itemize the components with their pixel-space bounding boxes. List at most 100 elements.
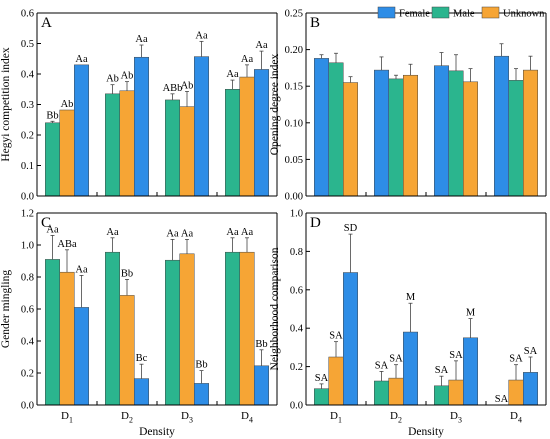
bar-male-d3 (165, 99, 180, 197)
significance-label: Ab (121, 71, 134, 82)
bar-unknown-d3 (179, 253, 195, 406)
x-tick-label: D2 (390, 410, 402, 424)
legend-swatch-male (431, 6, 450, 19)
bar-unknown-d4 (239, 251, 255, 406)
significance-label: Ab (106, 74, 119, 85)
bar-male-d2 (388, 78, 404, 197)
significance-label: Aa (241, 227, 254, 238)
bar-unknown-d2 (388, 377, 404, 406)
significance-label: SA (329, 331, 343, 342)
bar-female-d4 (523, 372, 538, 406)
bar-male-d1 (314, 388, 329, 406)
significance-label: Aa (106, 227, 119, 238)
significance-label: SA (389, 354, 403, 365)
y-tick-label: 0.5 (21, 39, 34, 50)
significance-label: SA (449, 350, 463, 361)
bar-male-d4 (508, 80, 524, 197)
legend: Female Male Unknown (377, 6, 545, 20)
y-tick-label: 1.0 (21, 241, 34, 252)
bar-female-d2 (403, 331, 418, 406)
bar-female-d4 (494, 55, 509, 197)
y-tick-label: 0.8 (21, 273, 34, 284)
x-tick-label: D3 (181, 410, 193, 424)
x-tick-label: D1 (61, 410, 73, 424)
bar-male-d1 (328, 62, 344, 197)
bar-female-d4 (254, 365, 269, 406)
panel-b: 0.00 0.05 0.10 0.15 0.20 0.25 Opening degree i… (269, 9, 547, 203)
panel-letter: D (310, 215, 321, 231)
significance-label: Aa (46, 224, 59, 235)
bar-male-d4 (225, 89, 240, 197)
bar-unknown-d4 (239, 76, 255, 197)
bar-female-d2 (134, 56, 149, 197)
y-axis-title: Hegyi competition index (0, 47, 12, 162)
bar-unknown-d1 (59, 271, 75, 406)
y-tick-label: 1.2 (21, 209, 34, 220)
y-tick-label: 0.0 (290, 401, 303, 412)
legend-label-male: Male (453, 9, 475, 20)
bar-male-d3 (434, 385, 449, 406)
y-axis-title: Gender mingling (0, 270, 12, 348)
bar-unknown-d2 (119, 90, 135, 197)
bar-unknown-d3 (179, 106, 195, 197)
significance-label: Bb (46, 110, 58, 121)
bar-female-d3 (434, 65, 449, 197)
y-tick-label: 0.3 (21, 100, 34, 111)
bar-female-d1 (74, 307, 89, 406)
y-tick-label: 0.2 (290, 362, 303, 373)
significance-label: Aa (241, 54, 254, 65)
y-tick-label: 0.0 (21, 192, 34, 203)
panel-letter: C (41, 215, 51, 231)
significance-label: Ab (181, 80, 194, 91)
significance-label: SA (375, 360, 389, 371)
significance-label: SA (509, 354, 523, 365)
significance-label: Aa (166, 228, 179, 239)
significance-label: M (466, 308, 476, 319)
significance-label: Ab (61, 99, 74, 110)
y-tick-label: 0.6 (290, 285, 303, 296)
x-tick-label: D3 (450, 410, 462, 424)
significance-label: M (406, 292, 416, 303)
bar-unknown-d1 (59, 109, 75, 197)
significance-label: SA (524, 346, 538, 357)
panel-letter: A (41, 15, 52, 31)
bar-female-d2 (374, 69, 389, 197)
y-tick-label: 0.4 (290, 324, 304, 335)
significance-label: Bb (195, 360, 207, 371)
y-tick-label: 0.10 (285, 118, 303, 129)
bar-male-d4 (225, 251, 240, 406)
significance-label: SD (344, 223, 358, 234)
y-tick-label: 0.8 (290, 247, 303, 258)
bar-female-d3 (194, 383, 209, 406)
bar-male-d1 (45, 259, 60, 406)
significance-label: Aa (226, 69, 239, 80)
bar-female-d1 (314, 58, 329, 197)
x-tick-label: D2 (121, 410, 133, 424)
y-tick-label: 0.2 (21, 131, 34, 142)
y-tick-label: 0.6 (21, 9, 34, 20)
bar-unknown-d1 (343, 82, 358, 197)
x-tick-label: D1 (330, 410, 342, 424)
significance-label: Aa (75, 264, 88, 275)
bar-female-d1 (343, 272, 358, 406)
significance-label: SA (435, 365, 449, 376)
bar-unknown-d2 (403, 74, 418, 197)
significance-label: Aa (181, 228, 194, 239)
y-tick-label: 0.1 (21, 161, 34, 172)
bar-female-d3 (194, 56, 209, 197)
y-tick-label: 0.4 (21, 337, 35, 348)
x-axis-title: Density (139, 426, 175, 438)
legend-label-female: Female (399, 9, 430, 20)
legend-label-unknown: Unknown (503, 9, 545, 20)
significance-label: SA (495, 394, 509, 405)
x-tick-label: D4 (510, 410, 522, 424)
legend-swatch-unknown (481, 6, 500, 19)
significance-label: ABb (163, 83, 183, 94)
bar-male-d2 (105, 251, 120, 406)
y-tick-label: 0.25 (285, 9, 303, 20)
bar-female-d2 (134, 378, 149, 406)
